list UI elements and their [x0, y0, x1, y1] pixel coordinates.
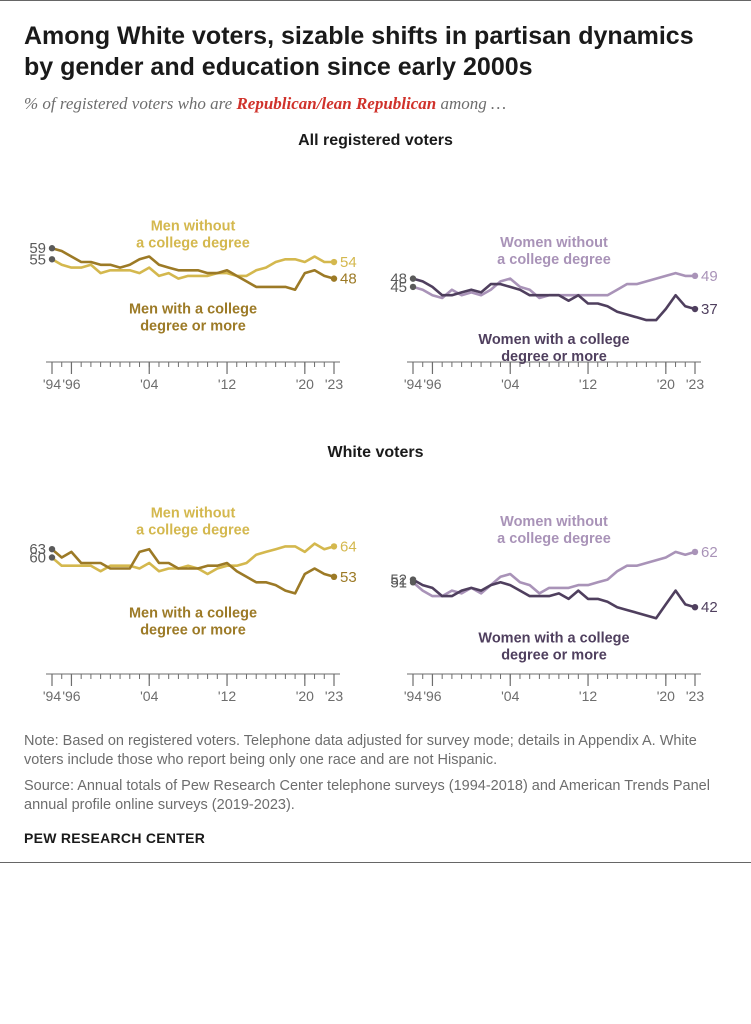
x-tick-label: '20 [656, 376, 674, 392]
x-tick-label: '04 [501, 688, 519, 704]
x-tick-label: '12 [578, 376, 596, 392]
series-line-women_deg [413, 278, 695, 320]
subtitle-prefix: % of registered voters who are [24, 94, 236, 113]
chart-subtitle: % of registered voters who are Republica… [24, 94, 727, 114]
end-dot [331, 543, 337, 549]
chart-white-women: '94'96'04'12'20'235162Women withouta col… [385, 466, 728, 716]
start-value-label: 59 [29, 240, 46, 257]
end-value-label: 48 [340, 270, 357, 287]
panel-title-all: All registered voters [24, 132, 727, 150]
x-tick-label: '23 [325, 376, 343, 392]
start-value-label: 48 [390, 270, 407, 287]
series-label-men_deg: degree or more [140, 318, 246, 334]
end-value-label: 42 [701, 599, 718, 616]
series-label-women_deg: degree or more [501, 647, 607, 663]
x-tick-label: '20 [296, 688, 314, 704]
series-label-men_no_deg: Men without [151, 505, 236, 521]
series-line-women_no_deg [413, 551, 695, 595]
x-tick-label: '23 [685, 688, 703, 704]
x-tick-label: '12 [218, 376, 236, 392]
x-tick-label: '94 [43, 376, 61, 392]
start-dot [409, 576, 415, 582]
end-value-label: 53 [340, 568, 357, 585]
x-tick-label: '04 [140, 688, 158, 704]
series-line-men_deg [52, 549, 334, 593]
end-dot [331, 258, 337, 264]
x-tick-label: '04 [140, 376, 158, 392]
series-line-women_deg [413, 579, 695, 618]
chart-white-men: '94'96'04'12'20'236064Men withouta colle… [24, 466, 367, 716]
end-value-label: 54 [340, 254, 357, 271]
series-label-women_deg: degree or more [501, 349, 607, 365]
series-label-women_no_deg: Women without [500, 235, 608, 251]
subtitle-emphasis: Republican/lean Republican [236, 94, 436, 113]
series-label-men_deg: Men with a college [129, 301, 257, 317]
x-tick-label: '96 [62, 688, 80, 704]
x-tick-label: '96 [62, 376, 80, 392]
x-tick-label: '94 [403, 376, 421, 392]
x-tick-label: '20 [296, 376, 314, 392]
end-dot [331, 275, 337, 281]
panel-title-white: White voters [24, 444, 727, 462]
end-value-label: 37 [701, 301, 718, 318]
x-tick-label: '23 [325, 688, 343, 704]
subtitle-suffix: among … [436, 94, 506, 113]
chart-all-men: '94'96'04'12'20'235554Men withouta colle… [24, 154, 367, 404]
chart-svg: '94'96'04'12'20'234549Women withouta col… [385, 154, 725, 404]
start-dot [49, 245, 55, 251]
series-label-women_no_deg: a college degree [497, 252, 611, 268]
credit-text: PEW RESEARCH CENTER [24, 830, 727, 846]
end-dot [691, 305, 697, 311]
chart-all-women: '94'96'04'12'20'234549Women withouta col… [385, 154, 728, 404]
end-value-label: 49 [701, 267, 718, 284]
start-dot [49, 256, 55, 262]
start-dot [49, 545, 55, 551]
x-tick-label: '96 [423, 688, 441, 704]
series-label-men_deg: Men with a college [129, 605, 257, 621]
chart-svg: '94'96'04'12'20'236064Men withouta colle… [24, 466, 364, 716]
x-tick-label: '23 [685, 376, 703, 392]
series-label-men_no_deg: Men without [151, 218, 236, 234]
series-label-women_deg: Women with a college [478, 630, 629, 646]
row-white-voters: '94'96'04'12'20'236064Men withouta colle… [24, 466, 727, 716]
end-value-label: 62 [701, 543, 718, 560]
x-tick-label: '94 [43, 688, 61, 704]
x-tick-label: '12 [578, 688, 596, 704]
series-label-women_no_deg: a college degree [497, 530, 611, 546]
start-dot [409, 283, 415, 289]
x-tick-label: '94 [403, 688, 421, 704]
source-text: Source: Annual totals of Pew Research Ce… [24, 777, 727, 816]
end-dot [331, 573, 337, 579]
series-label-men_no_deg: a college degree [136, 235, 250, 251]
note-text: Note: Based on registered voters. Teleph… [24, 732, 727, 771]
x-tick-label: '04 [501, 376, 519, 392]
end-dot [691, 548, 697, 554]
row-all-voters: '94'96'04'12'20'235554Men withouta colle… [24, 154, 727, 404]
chart-svg: '94'96'04'12'20'235162Women withouta col… [385, 466, 725, 716]
end-dot [691, 604, 697, 610]
start-value-label: 63 [29, 541, 46, 558]
series-label-women_no_deg: Women without [500, 513, 608, 529]
series-line-men_no_deg [52, 256, 334, 278]
start-value-label: 52 [390, 571, 407, 588]
x-tick-label: '12 [218, 688, 236, 704]
x-tick-label: '20 [656, 688, 674, 704]
x-tick-label: '96 [423, 376, 441, 392]
end-dot [691, 272, 697, 278]
chart-container: Among White voters, sizable shifts in pa… [0, 0, 751, 863]
series-label-women_deg: Women with a college [478, 332, 629, 348]
series-label-men_no_deg: a college degree [136, 522, 250, 538]
end-value-label: 64 [340, 538, 357, 555]
start-dot [49, 554, 55, 560]
series-label-men_deg: degree or more [140, 622, 246, 638]
start-dot [409, 275, 415, 281]
chart-svg: '94'96'04'12'20'235554Men withouta colle… [24, 154, 364, 404]
chart-title: Among White voters, sizable shifts in pa… [24, 21, 727, 84]
